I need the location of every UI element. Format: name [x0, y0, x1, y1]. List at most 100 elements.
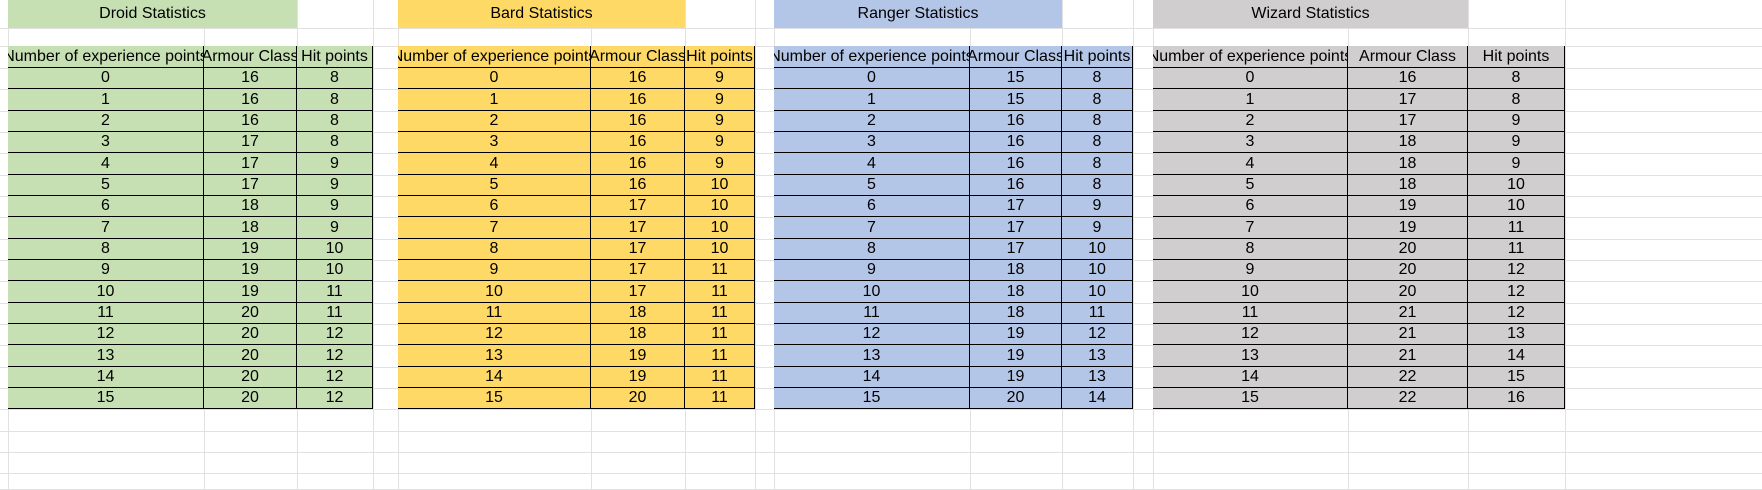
ranger-data-cell[interactable]: 10 — [774, 281, 970, 303]
ranger-data-cell[interactable]: 19 — [970, 345, 1062, 367]
wizard-data-cell[interactable]: 0 — [1153, 68, 1348, 89]
wizard-data-cell[interactable]: 2 — [1153, 111, 1348, 132]
bard-header-cell[interactable]: Number of experience points — [398, 46, 591, 68]
bard-header-cell[interactable]: Armour Class — [591, 46, 685, 68]
bard-data-cell[interactable]: 16 — [591, 132, 685, 153]
ranger-data-cell[interactable]: 13 — [1062, 345, 1133, 367]
droid-data-cell[interactable]: 20 — [204, 388, 297, 409]
droid-title-cell[interactable]: Droid Statistics — [8, 0, 297, 28]
bard-data-cell[interactable]: 15 — [398, 388, 591, 409]
ranger-data-cell[interactable]: 19 — [970, 367, 1062, 388]
bard-data-cell[interactable]: 6 — [398, 196, 591, 217]
droid-data-cell[interactable]: 8 — [297, 89, 373, 111]
ranger-data-cell[interactable]: 17 — [970, 239, 1062, 260]
ranger-data-cell[interactable]: 18 — [970, 303, 1062, 324]
bard-data-cell[interactable]: 9 — [685, 89, 755, 111]
droid-data-cell[interactable]: 18 — [204, 217, 297, 239]
ranger-data-cell[interactable]: 11 — [1062, 303, 1133, 324]
ranger-data-cell[interactable]: 8 — [1062, 89, 1133, 111]
wizard-data-cell[interactable]: 8 — [1468, 68, 1565, 89]
ranger-data-cell[interactable]: 15 — [774, 388, 970, 409]
droid-data-cell[interactable]: 16 — [204, 68, 297, 89]
wizard-data-cell[interactable]: 7 — [1153, 217, 1348, 239]
wizard-data-cell[interactable]: 22 — [1348, 388, 1468, 409]
droid-data-cell[interactable]: 9 — [297, 175, 373, 196]
droid-data-cell[interactable]: 12 — [297, 367, 373, 388]
ranger-data-cell[interactable]: 10 — [1062, 239, 1133, 260]
bard-header-cell[interactable]: Hit points — [685, 46, 755, 68]
wizard-data-cell[interactable]: 9 — [1468, 153, 1565, 175]
wizard-data-cell[interactable]: 9 — [1153, 260, 1348, 281]
ranger-data-cell[interactable]: 14 — [774, 367, 970, 388]
droid-data-cell[interactable]: 11 — [297, 303, 373, 324]
droid-data-cell[interactable]: 16 — [204, 89, 297, 111]
ranger-data-cell[interactable]: 9 — [1062, 217, 1133, 239]
bard-data-cell[interactable]: 0 — [398, 68, 591, 89]
wizard-data-cell[interactable]: 6 — [1153, 196, 1348, 217]
ranger-data-cell[interactable]: 17 — [970, 196, 1062, 217]
wizard-data-cell[interactable]: 12 — [1468, 303, 1565, 324]
droid-data-cell[interactable]: 10 — [297, 239, 373, 260]
droid-data-cell[interactable]: 8 — [297, 132, 373, 153]
droid-data-cell[interactable]: 1 — [8, 89, 204, 111]
droid-data-cell[interactable]: 8 — [8, 239, 204, 260]
bard-data-cell[interactable]: 13 — [398, 345, 591, 367]
wizard-data-cell[interactable]: 14 — [1153, 367, 1348, 388]
ranger-data-cell[interactable]: 10 — [1062, 281, 1133, 303]
wizard-header-cell[interactable]: Number of experience points — [1153, 46, 1348, 68]
droid-data-cell[interactable]: 3 — [8, 132, 204, 153]
bard-data-cell[interactable]: 11 — [685, 367, 755, 388]
bard-data-cell[interactable]: 4 — [398, 153, 591, 175]
ranger-title-cell[interactable]: Ranger Statistics — [774, 0, 1062, 28]
wizard-data-cell[interactable]: 13 — [1468, 324, 1565, 345]
droid-data-cell[interactable]: 9 — [297, 217, 373, 239]
droid-data-cell[interactable]: 17 — [204, 175, 297, 196]
droid-data-cell[interactable]: 2 — [8, 111, 204, 132]
wizard-data-cell[interactable]: 22 — [1348, 367, 1468, 388]
bard-data-cell[interactable]: 18 — [591, 324, 685, 345]
ranger-data-cell[interactable]: 13 — [1062, 367, 1133, 388]
ranger-data-cell[interactable]: 15 — [970, 68, 1062, 89]
ranger-header-cell[interactable]: Hit points — [1062, 46, 1133, 68]
ranger-header-cell[interactable]: Armour Class — [970, 46, 1062, 68]
wizard-data-cell[interactable]: 19 — [1348, 196, 1468, 217]
droid-data-cell[interactable]: 9 — [297, 153, 373, 175]
bard-data-cell[interactable]: 3 — [398, 132, 591, 153]
droid-data-cell[interactable]: 19 — [204, 260, 297, 281]
droid-data-cell[interactable]: 13 — [8, 345, 204, 367]
ranger-data-cell[interactable]: 16 — [970, 132, 1062, 153]
bard-data-cell[interactable]: 16 — [591, 111, 685, 132]
ranger-data-cell[interactable]: 8 — [1062, 153, 1133, 175]
bard-data-cell[interactable]: 20 — [591, 388, 685, 409]
bard-data-cell[interactable]: 11 — [685, 260, 755, 281]
bard-data-cell[interactable]: 9 — [398, 260, 591, 281]
bard-data-cell[interactable]: 10 — [685, 217, 755, 239]
bard-data-cell[interactable]: 11 — [398, 303, 591, 324]
ranger-data-cell[interactable]: 20 — [970, 388, 1062, 409]
ranger-data-cell[interactable]: 16 — [970, 111, 1062, 132]
droid-data-cell[interactable]: 18 — [204, 196, 297, 217]
ranger-data-cell[interactable]: 1 — [774, 89, 970, 111]
bard-title-cell[interactable]: Bard Statistics — [398, 0, 685, 28]
bard-data-cell[interactable]: 2 — [398, 111, 591, 132]
droid-data-cell[interactable]: 5 — [8, 175, 204, 196]
wizard-data-cell[interactable]: 9 — [1468, 132, 1565, 153]
droid-header-cell[interactable]: Hit points — [297, 46, 373, 68]
ranger-data-cell[interactable]: 11 — [774, 303, 970, 324]
ranger-data-cell[interactable]: 9 — [1062, 196, 1133, 217]
bard-data-cell[interactable]: 11 — [685, 345, 755, 367]
bard-data-cell[interactable]: 5 — [398, 175, 591, 196]
bard-data-cell[interactable]: 16 — [591, 153, 685, 175]
wizard-data-cell[interactable]: 9 — [1468, 111, 1565, 132]
ranger-data-cell[interactable]: 6 — [774, 196, 970, 217]
wizard-data-cell[interactable]: 10 — [1468, 196, 1565, 217]
droid-data-cell[interactable]: 12 — [297, 324, 373, 345]
droid-data-cell[interactable]: 20 — [204, 324, 297, 345]
wizard-title-cell[interactable]: Wizard Statistics — [1153, 0, 1468, 28]
wizard-data-cell[interactable]: 5 — [1153, 175, 1348, 196]
ranger-data-cell[interactable]: 0 — [774, 68, 970, 89]
wizard-data-cell[interactable]: 18 — [1348, 175, 1468, 196]
droid-data-cell[interactable]: 20 — [204, 367, 297, 388]
bard-data-cell[interactable]: 1 — [398, 89, 591, 111]
